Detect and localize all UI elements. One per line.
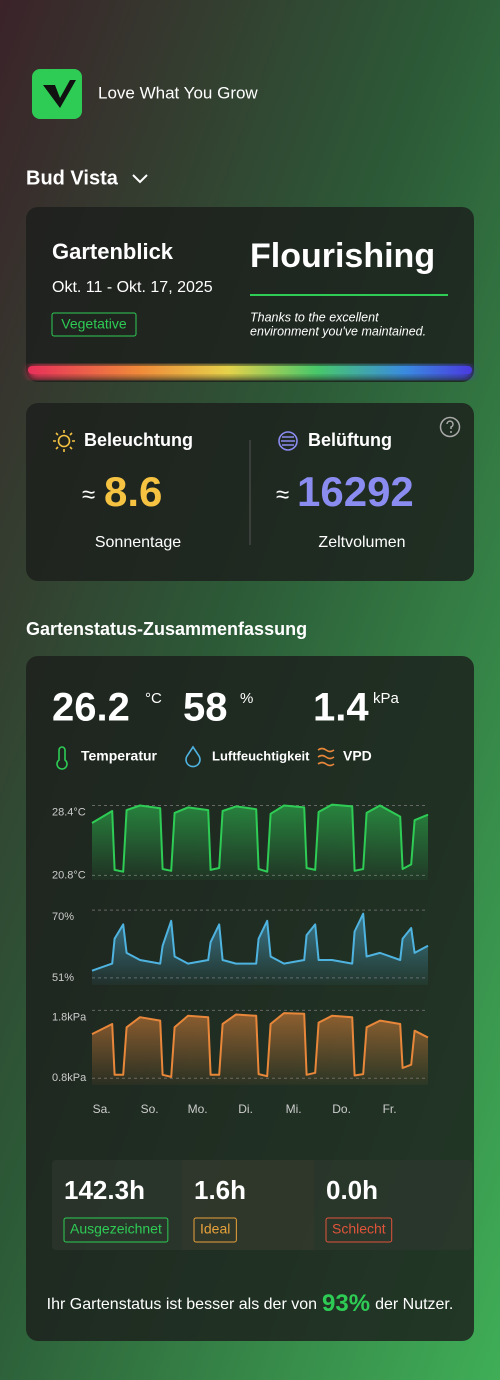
reading-value: 58 <box>183 686 228 730</box>
area <box>92 913 428 985</box>
metric-value: 8.6 <box>104 468 162 515</box>
metric-value: 16292 <box>297 468 414 515</box>
reading-label: Temperatur <box>81 748 158 764</box>
hours-value: 1.6h <box>194 1175 246 1205</box>
hours: 142.3h Ausgezeichnet 1.6h Ideal 0.0h Schlecht <box>63 1175 393 1243</box>
y-tick-label: 51% <box>52 972 74 984</box>
footer-text: der Nutzer. <box>375 1296 453 1313</box>
approx-sign: ≈ <box>276 481 289 508</box>
garden-name[interactable]: Bud Vista <box>26 167 119 189</box>
metric-title: Belüftung <box>308 430 392 450</box>
stage-label: Vegetative <box>61 316 127 332</box>
dropdown-icon[interactable] <box>132 174 148 184</box>
x-tick-label: Sa. <box>93 1102 111 1116</box>
logo-mark <box>43 80 76 108</box>
footer-percent: 93% <box>322 1290 370 1317</box>
reading-unit: % <box>240 690 253 707</box>
stage-badge <box>51 312 137 337</box>
hours-value: 142.3h <box>64 1175 145 1205</box>
message-line: environment you've maintained. <box>250 324 426 338</box>
vpd-icon <box>317 747 335 767</box>
y-tick-label: 1.8kPa <box>52 1011 87 1023</box>
x-tick-label: Do. <box>332 1102 351 1116</box>
hours-label: Ausgezeichnet <box>70 1221 162 1237</box>
hours-section <box>182 1160 314 1250</box>
line <box>91 803 429 873</box>
metric-label: Sonnentage <box>95 534 181 551</box>
area <box>92 1013 428 1085</box>
reading-label: VPD <box>343 748 372 764</box>
y-tick-label: 20.8°C <box>52 869 86 881</box>
hours-value: 0.0h <box>326 1175 378 1205</box>
humidity-icon <box>185 745 201 768</box>
hours-label: Ideal <box>200 1221 230 1237</box>
reading-value: 1.4 <box>313 686 369 730</box>
status: Flourishing <box>250 237 435 275</box>
x-tick-label: Mi. <box>286 1102 302 1116</box>
hours-panel <box>52 1160 472 1250</box>
footer: Ihr Gartenstatus ist besser als der von 9… <box>47 1290 454 1317</box>
message-line: Thanks to the excellent <box>250 310 379 324</box>
x-tick-label: Mo. <box>188 1102 208 1116</box>
footer-text: Ihr Gartenstatus ist besser als der von <box>47 1296 317 1313</box>
y-tick-label: 70% <box>52 911 74 923</box>
rainbow-bar <box>28 366 472 374</box>
metric-label: Zeltvolumen <box>318 534 405 551</box>
app-title: Love What You Grow <box>98 83 258 102</box>
metric-title: Beleuchtung <box>84 430 193 450</box>
y-tick-label: 0.8kPa <box>52 1072 87 1084</box>
hours-badge <box>63 1217 169 1243</box>
x-tick-label: Fr. <box>383 1102 397 1116</box>
approx-sign: ≈ <box>82 481 95 508</box>
hours-label: Schlecht <box>332 1221 386 1237</box>
reading-label: Luftfeuchtigkeit <box>212 748 310 763</box>
line <box>91 912 429 972</box>
help-icon[interactable] <box>439 416 461 438</box>
hours-badge <box>325 1217 393 1243</box>
area <box>92 804 428 880</box>
line <box>91 1012 429 1078</box>
hours-badge <box>193 1217 237 1243</box>
charts: 28.4°C 20.8°C 70% 51% 1.8kPa 0.8kPa Sa. So. Mo. D… <box>52 803 429 1116</box>
sun-icon <box>53 430 75 452</box>
thermometer-icon <box>56 746 68 770</box>
reading-unit: kPa <box>373 690 400 707</box>
y-tick-label: 28.4°C <box>52 806 86 818</box>
date-range: Okt. 11 - Okt. 17, 2025 <box>52 279 213 296</box>
reading-unit: °C <box>145 690 162 707</box>
overview-title: Gartenblick <box>52 239 174 264</box>
vent-icon <box>278 431 298 451</box>
x-tick-label: So. <box>141 1102 159 1116</box>
summary-title: Gartenstatus-Zusammenfassung <box>26 619 307 639</box>
x-tick-label: Di. <box>238 1102 253 1116</box>
reading-value: 26.2 <box>52 686 130 730</box>
